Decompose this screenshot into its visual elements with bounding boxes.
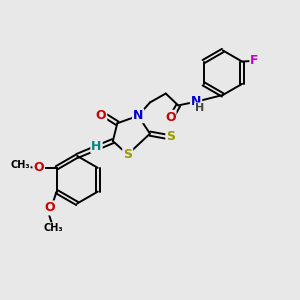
Text: O: O <box>96 109 106 122</box>
Text: O: O <box>33 161 44 174</box>
Text: CH₃: CH₃ <box>44 223 63 233</box>
Text: F: F <box>250 55 259 68</box>
Text: N: N <box>191 95 201 108</box>
Text: H: H <box>91 140 102 153</box>
Text: O: O <box>45 202 56 214</box>
Text: O: O <box>165 111 175 124</box>
Text: N: N <box>133 109 143 122</box>
Text: S: S <box>123 148 132 161</box>
Text: CH₃: CH₃ <box>10 160 30 170</box>
Text: H: H <box>195 103 204 113</box>
Text: S: S <box>166 130 175 143</box>
